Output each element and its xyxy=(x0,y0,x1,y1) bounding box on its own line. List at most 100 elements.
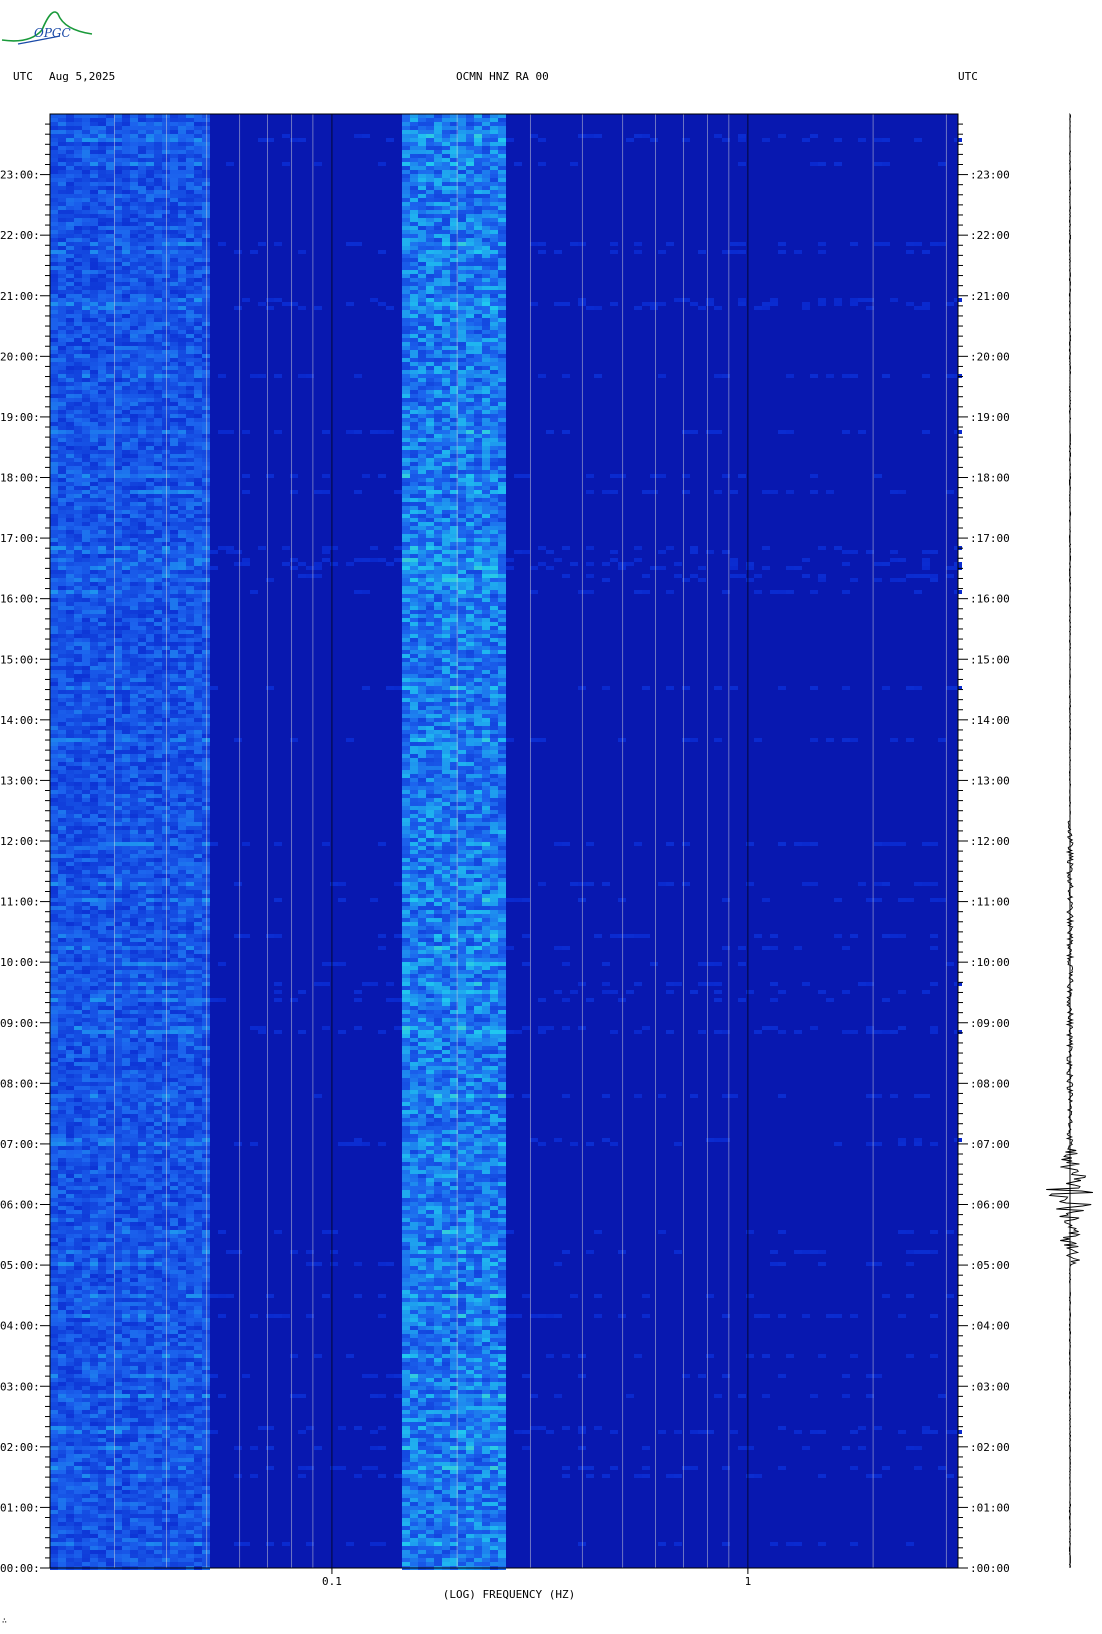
heatmap-cell xyxy=(98,402,106,406)
heatmap-cell xyxy=(170,578,178,582)
heatmap-cell xyxy=(202,266,210,270)
heatmap-cell xyxy=(818,578,826,582)
heatmap-cell xyxy=(162,466,170,470)
heatmap-cell xyxy=(170,390,178,394)
heatmap-cell xyxy=(170,670,178,674)
heatmap-cell xyxy=(90,558,98,562)
heatmap-cell xyxy=(474,646,482,650)
heatmap-cell xyxy=(178,462,186,466)
heatmap-cell xyxy=(58,154,66,158)
heatmap-cell xyxy=(458,618,466,622)
heatmap-cell xyxy=(178,118,186,122)
heatmap-cell xyxy=(122,134,130,138)
heatmap-cell xyxy=(90,366,98,370)
heatmap-cell xyxy=(426,390,434,394)
heatmap-cell xyxy=(154,562,162,566)
heatmap-cell xyxy=(490,610,498,614)
heatmap-cell xyxy=(402,150,410,154)
heatmap-cell xyxy=(98,406,106,410)
heatmap-cell xyxy=(418,210,426,214)
heatmap-cell xyxy=(178,554,186,558)
heatmap-cell xyxy=(426,250,434,254)
heatmap-cell xyxy=(170,222,178,226)
heatmap-cell xyxy=(154,166,162,170)
heatmap-cell xyxy=(938,162,946,166)
heatmap-cell xyxy=(138,418,146,422)
heatmap-cell xyxy=(490,242,498,246)
heatmap-cell xyxy=(178,606,186,610)
heatmap-cell xyxy=(426,570,434,574)
heatmap-cell xyxy=(402,286,410,290)
heatmap-cell xyxy=(194,146,202,150)
heatmap-cell xyxy=(114,398,122,402)
heatmap-cell xyxy=(90,190,98,194)
heatmap-cell xyxy=(162,506,170,510)
heatmap-cell xyxy=(154,502,162,506)
heatmap-cell xyxy=(450,510,458,514)
heatmap-cell xyxy=(450,502,458,506)
heatmap-cell xyxy=(186,618,194,622)
heatmap-cell xyxy=(74,190,82,194)
heatmap-cell xyxy=(178,486,186,490)
heatmap-cell xyxy=(450,454,458,458)
heatmap-cell xyxy=(146,162,154,166)
heatmap-cell xyxy=(402,246,410,250)
heatmap-cell xyxy=(98,346,106,350)
heatmap-cell xyxy=(498,414,506,418)
heatmap-cell xyxy=(418,542,426,546)
spectrogram-cells xyxy=(50,114,962,1570)
heatmap-cell xyxy=(74,598,82,602)
heatmap-cell xyxy=(74,514,82,518)
heatmap-cell xyxy=(114,354,122,358)
heatmap-cell xyxy=(186,378,194,382)
heatmap-cell xyxy=(170,438,178,442)
heatmap-cell xyxy=(202,482,210,486)
heatmap-cell xyxy=(122,522,130,526)
heatmap-cell xyxy=(74,326,82,330)
heatmap-cell xyxy=(74,534,82,538)
heatmap-cell xyxy=(410,270,418,274)
heatmap-cell xyxy=(410,486,418,490)
heatmap-cell xyxy=(90,330,98,334)
heatmap-cell xyxy=(402,170,410,174)
heatmap-cell xyxy=(122,174,130,178)
heatmap-cell xyxy=(466,442,474,446)
heatmap-cell xyxy=(202,642,210,646)
heatmap-cell xyxy=(458,190,466,194)
heatmap-cell xyxy=(466,590,474,594)
heatmap-cell xyxy=(170,386,178,390)
heatmap-cell xyxy=(50,482,58,486)
heatmap-cell xyxy=(178,238,186,242)
heatmap-cell xyxy=(74,454,82,458)
heatmap-cell xyxy=(74,626,82,630)
heatmap-cell xyxy=(418,410,426,414)
heatmap-cell xyxy=(410,146,418,150)
heatmap-cell xyxy=(106,214,114,218)
heatmap-cell xyxy=(146,602,154,606)
heatmap-cell xyxy=(130,390,138,394)
heatmap-cell xyxy=(418,170,426,174)
heatmap-cell xyxy=(130,602,138,606)
heatmap-cell xyxy=(138,426,146,430)
heatmap-cell xyxy=(90,594,98,598)
heatmap-cell xyxy=(178,130,186,134)
heatmap-cell xyxy=(418,482,426,486)
heatmap-cell xyxy=(66,238,74,242)
heatmap-cell xyxy=(50,250,58,254)
heatmap-cell xyxy=(474,262,482,266)
heatmap-cell xyxy=(114,610,122,614)
heatmap-cell xyxy=(474,398,482,402)
heatmap-cell xyxy=(50,278,58,282)
heatmap-cell xyxy=(434,554,442,558)
heatmap-cell xyxy=(554,250,562,254)
heatmap-cell xyxy=(114,282,122,286)
heatmap-cell xyxy=(162,386,170,390)
heatmap-cell xyxy=(138,398,146,402)
heatmap-cell xyxy=(178,662,186,666)
heatmap-cell xyxy=(162,274,170,278)
heatmap-cell xyxy=(130,170,138,174)
heatmap-cell xyxy=(410,646,418,650)
heatmap-cell xyxy=(146,250,154,254)
heatmap-cell xyxy=(490,658,498,662)
heatmap-cell xyxy=(162,654,170,658)
